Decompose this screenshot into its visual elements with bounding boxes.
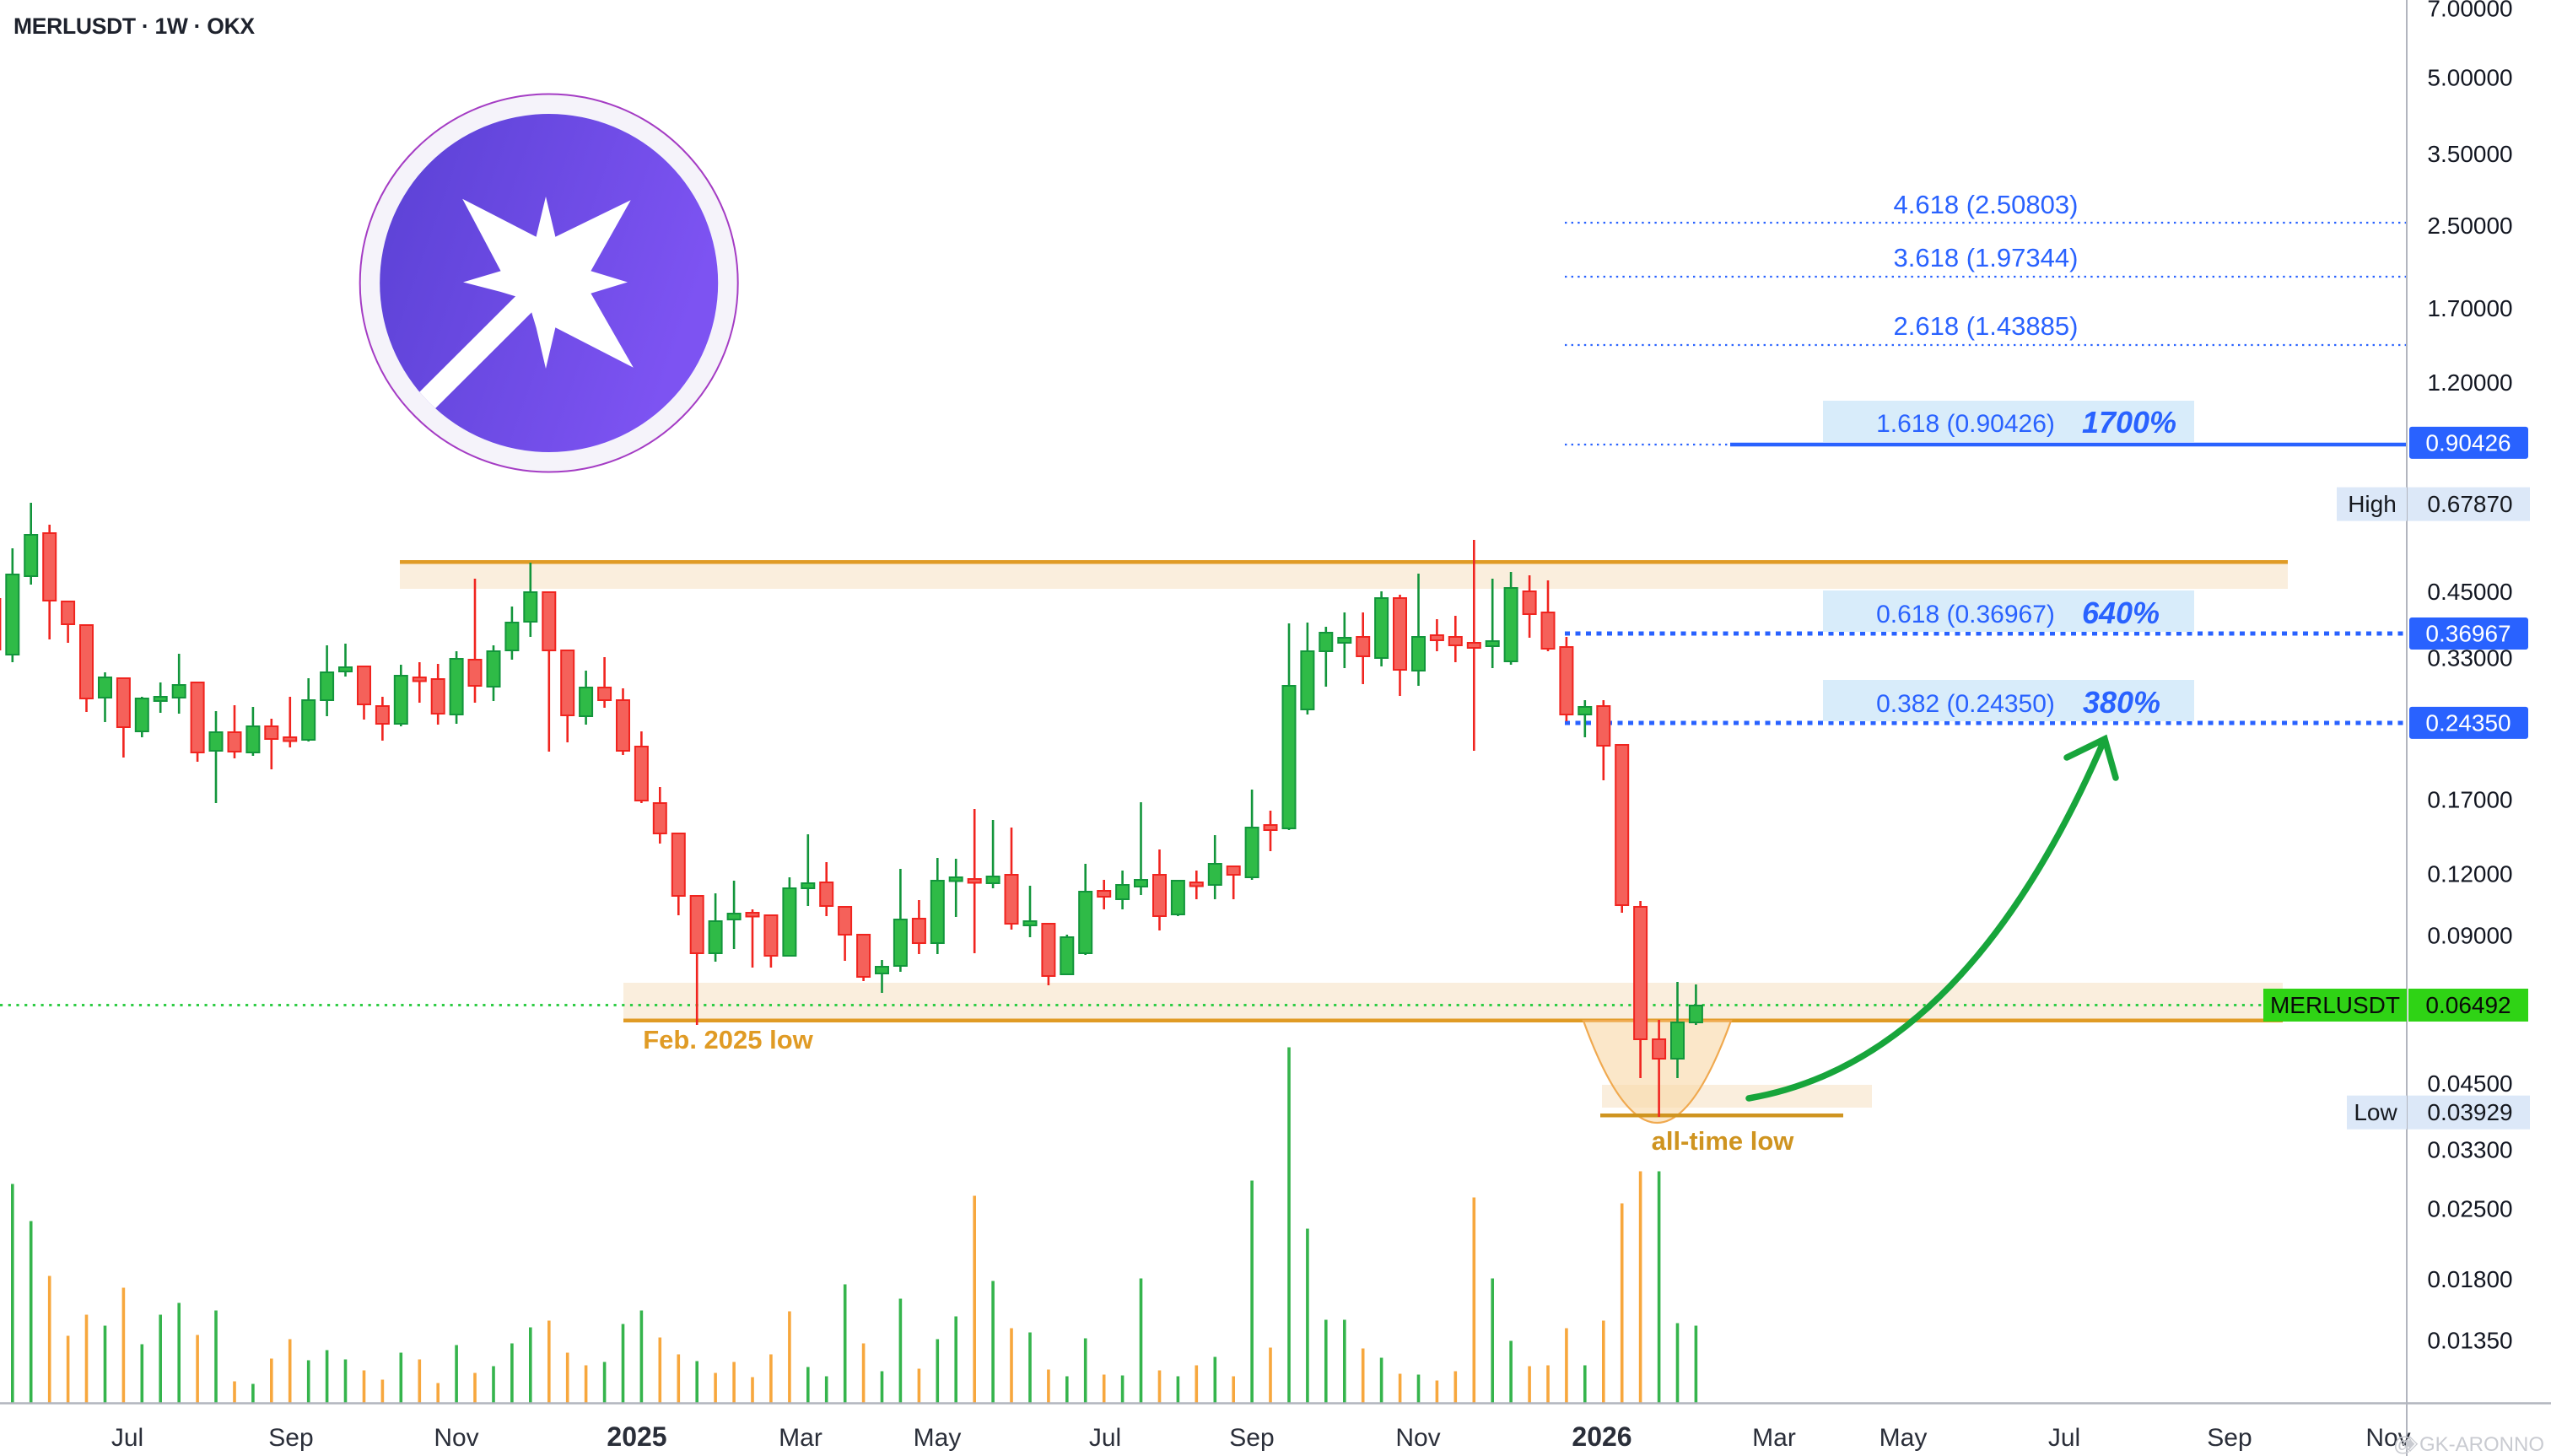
svg-text:0.01800: 0.01800 bbox=[2427, 1266, 2512, 1292]
svg-text:2.618 (1.43885): 2.618 (1.43885) bbox=[1894, 311, 2079, 341]
svg-text:◈: ◈ bbox=[2403, 1432, 2419, 1454]
svg-text:@ GK-ARONNO: @ GK-ARONNO bbox=[2393, 1433, 2544, 1456]
svg-text:5.00000: 5.00000 bbox=[2427, 65, 2512, 91]
svg-text:0.36967: 0.36967 bbox=[2425, 621, 2511, 647]
svg-text:May: May bbox=[914, 1424, 962, 1452]
svg-text:Jul: Jul bbox=[111, 1424, 143, 1452]
svg-text:640%: 640% bbox=[2082, 596, 2160, 630]
svg-text:0.03300: 0.03300 bbox=[2427, 1137, 2512, 1163]
svg-text:Feb. 2025 low: Feb. 2025 low bbox=[643, 1025, 813, 1054]
svg-text:May: May bbox=[1880, 1424, 1928, 1452]
svg-text:0.09000: 0.09000 bbox=[2427, 923, 2512, 949]
svg-text:2025: 2025 bbox=[607, 1421, 666, 1452]
svg-text:Mar: Mar bbox=[779, 1424, 822, 1452]
svg-text:MERLUSDT: MERLUSDT bbox=[2270, 992, 2400, 1018]
svg-text:0.618 (0.36967): 0.618 (0.36967) bbox=[1876, 601, 2055, 628]
svg-text:0.45000: 0.45000 bbox=[2427, 579, 2512, 605]
svg-text:7.00000: 7.00000 bbox=[2427, 0, 2512, 22]
svg-text:Sep: Sep bbox=[268, 1424, 313, 1452]
svg-text:1700%: 1700% bbox=[2082, 405, 2176, 439]
svg-text:Nov: Nov bbox=[434, 1424, 478, 1452]
svg-text:High: High bbox=[2348, 491, 2397, 517]
svg-text:0.02500: 0.02500 bbox=[2427, 1196, 2512, 1222]
svg-text:1.20000: 1.20000 bbox=[2427, 369, 2512, 396]
svg-text:Sep: Sep bbox=[2207, 1424, 2252, 1452]
svg-text:0.04500: 0.04500 bbox=[2427, 1070, 2512, 1097]
svg-text:Nov: Nov bbox=[1395, 1424, 1440, 1452]
svg-text:Sep: Sep bbox=[1229, 1424, 1274, 1452]
svg-text:1.618 (0.90426): 1.618 (0.90426) bbox=[1876, 410, 2055, 438]
svg-text:MERLUSDT · 1W · OKX: MERLUSDT · 1W · OKX bbox=[13, 13, 255, 39]
svg-text:Jul: Jul bbox=[1089, 1424, 1121, 1452]
svg-text:0.12000: 0.12000 bbox=[2427, 861, 2512, 887]
svg-text:4.618 (2.50803): 4.618 (2.50803) bbox=[1894, 190, 2079, 219]
svg-text:Low: Low bbox=[2354, 1099, 2397, 1125]
svg-text:0.90426: 0.90426 bbox=[2425, 429, 2511, 456]
svg-text:0.382 (0.24350): 0.382 (0.24350) bbox=[1876, 690, 2055, 718]
svg-text:Mar: Mar bbox=[1752, 1424, 1796, 1452]
svg-text:0.67870: 0.67870 bbox=[2427, 491, 2512, 517]
svg-text:Jul: Jul bbox=[2048, 1424, 2080, 1452]
svg-text:3.50000: 3.50000 bbox=[2427, 141, 2512, 167]
svg-text:2.50000: 2.50000 bbox=[2427, 213, 2512, 239]
svg-text:Nov: Nov bbox=[2365, 1424, 2410, 1452]
svg-text:0.01350: 0.01350 bbox=[2427, 1328, 2512, 1354]
svg-text:1.70000: 1.70000 bbox=[2427, 295, 2512, 321]
svg-text:0.03929: 0.03929 bbox=[2427, 1099, 2512, 1125]
svg-text:2026: 2026 bbox=[1572, 1421, 1631, 1452]
svg-text:380%: 380% bbox=[2083, 685, 2160, 720]
svg-text:0.06492: 0.06492 bbox=[2425, 992, 2511, 1018]
svg-text:0.24350: 0.24350 bbox=[2425, 709, 2511, 736]
svg-text:0.17000: 0.17000 bbox=[2427, 787, 2512, 813]
svg-text:all-time low: all-time low bbox=[1652, 1126, 1795, 1156]
svg-text:3.618 (1.97344): 3.618 (1.97344) bbox=[1894, 243, 2079, 272]
